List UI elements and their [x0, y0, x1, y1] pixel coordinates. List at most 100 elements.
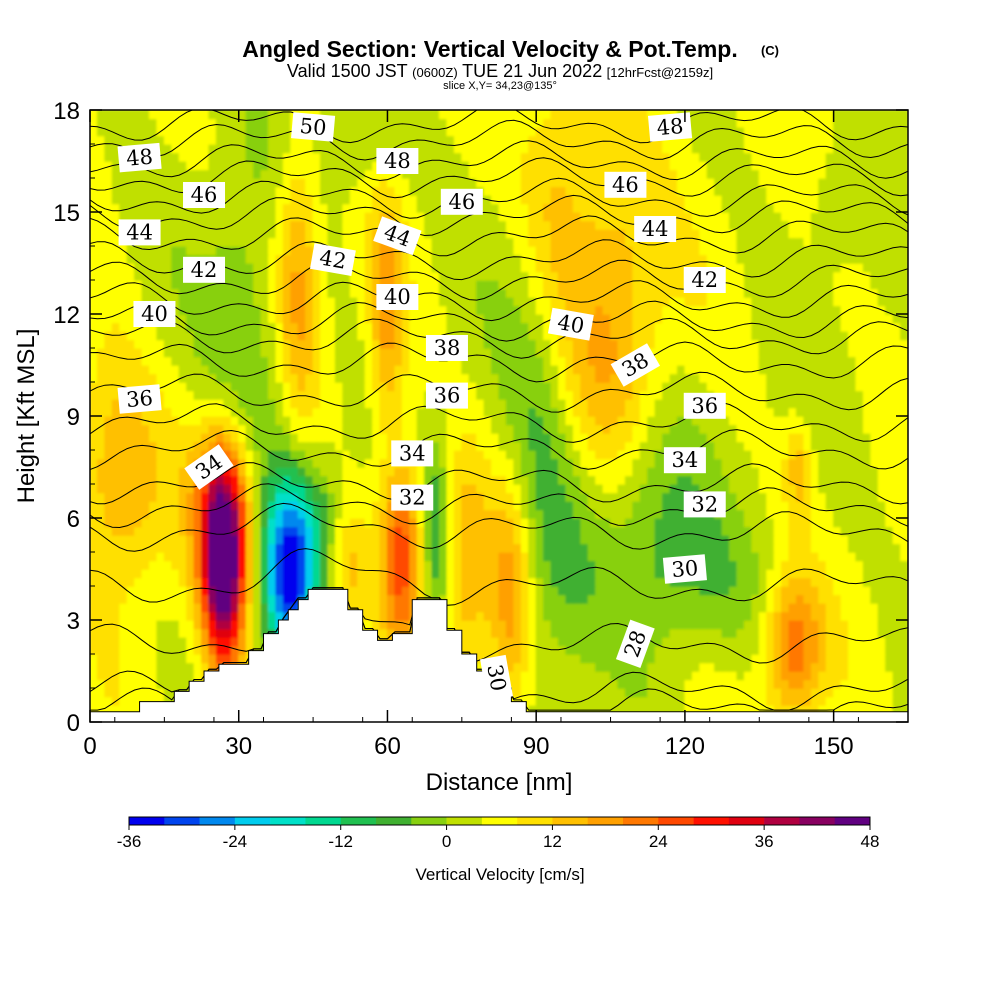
- velocity-cell: [610, 483, 619, 494]
- velocity-cell: [662, 670, 671, 681]
- velocity-cell: [654, 492, 664, 502]
- velocity-cell: [253, 441, 262, 451]
- velocity-cell: [238, 492, 247, 502]
- velocity-cell: [565, 407, 575, 417]
- velocity-cell: [253, 492, 262, 502]
- velocity-cell: [386, 551, 396, 562]
- velocity-cell: [104, 543, 114, 553]
- velocity-cell: [885, 526, 894, 536]
- velocity-cell: [818, 611, 827, 621]
- velocity-cell: [223, 534, 232, 545]
- velocity-cell: [156, 645, 166, 655]
- velocity-cell: [119, 424, 128, 434]
- velocity-cell: [535, 602, 545, 613]
- velocity-cell: [334, 381, 344, 392]
- velocity-cell: [119, 347, 128, 358]
- velocity-cell: [171, 594, 180, 604]
- velocity-cell: [855, 373, 865, 383]
- velocity-cell: [736, 645, 746, 655]
- velocity-cell: [684, 704, 694, 715]
- velocity-cell: [476, 449, 485, 460]
- velocity-cell: [662, 492, 671, 502]
- velocity-cell: [825, 594, 835, 604]
- velocity-cell: [617, 662, 627, 672]
- velocity-cell: [900, 483, 908, 494]
- velocity-cell: [141, 373, 151, 383]
- velocity-cell: [134, 662, 143, 672]
- velocity-cell: [565, 585, 575, 596]
- velocity-cell: [729, 670, 738, 681]
- velocity-cell: [706, 670, 716, 681]
- velocity-cell: [840, 611, 850, 621]
- velocity-cell: [260, 449, 270, 460]
- velocity-cell: [201, 577, 210, 587]
- velocity-cell: [491, 628, 500, 638]
- velocity-cell: [171, 483, 180, 494]
- velocity-cell: [639, 662, 649, 672]
- velocity-cell: [900, 424, 908, 434]
- velocity-cell: [557, 492, 567, 502]
- velocity-cell: [297, 543, 307, 553]
- velocity-cell: [349, 602, 359, 613]
- velocity-cell: [290, 415, 299, 426]
- velocity-cell: [327, 449, 337, 460]
- velocity-cell: [848, 356, 857, 366]
- velocity-cell: [178, 364, 188, 375]
- velocity-cell: [885, 577, 894, 587]
- velocity-cell: [684, 381, 694, 392]
- velocity-cell: [260, 594, 270, 604]
- velocity-cell: [565, 534, 575, 545]
- velocity-cell: [825, 339, 835, 349]
- velocity-cell: [305, 347, 314, 358]
- velocity-cell: [156, 670, 166, 681]
- velocity-cell: [743, 373, 753, 383]
- velocity-cell: [193, 628, 203, 638]
- velocity-cell: [818, 687, 827, 698]
- velocity-cell: [624, 543, 634, 553]
- velocity-cell: [595, 483, 604, 494]
- velocity-cell: [491, 492, 500, 502]
- velocity-cell: [297, 492, 307, 502]
- velocity-cell: [676, 356, 686, 366]
- velocity-cell: [476, 662, 485, 672]
- velocity-cell: [119, 585, 128, 596]
- velocity-cell: [848, 339, 857, 349]
- velocity-cell: [186, 373, 195, 383]
- velocity-cell: [305, 364, 314, 375]
- velocity-cell: [684, 475, 694, 485]
- velocity-cell: [699, 347, 708, 358]
- velocity-cell: [781, 475, 790, 485]
- velocity-cell: [394, 517, 404, 528]
- velocity-cell: [327, 373, 337, 383]
- velocity-cell: [468, 475, 478, 485]
- velocity-cell: [163, 619, 173, 630]
- velocity-cell: [773, 645, 783, 655]
- velocity-cell: [96, 356, 106, 366]
- velocity-cell: [595, 577, 604, 587]
- velocity-cell: [215, 628, 225, 638]
- velocity-cell: [416, 407, 426, 417]
- velocity-cell: [483, 628, 493, 638]
- velocity-cell: [163, 611, 173, 621]
- velocity-cell: [431, 458, 441, 468]
- velocity-cell: [788, 509, 798, 519]
- velocity-cell: [714, 611, 723, 621]
- velocity-cell: [647, 441, 656, 451]
- velocity-cell: [505, 619, 515, 630]
- velocity-cell: [468, 551, 478, 562]
- velocity-cell: [572, 653, 582, 664]
- velocity-cell: [684, 339, 694, 349]
- velocity-cell: [595, 356, 604, 366]
- velocity-cell: [870, 441, 879, 451]
- velocity-cell: [848, 543, 857, 553]
- velocity-cell: [230, 560, 240, 570]
- velocity-cell: [758, 458, 768, 468]
- velocity-cell: [305, 339, 314, 349]
- velocity-cell: [416, 577, 426, 587]
- velocity-cell: [230, 551, 240, 562]
- velocity-cell: [751, 466, 760, 477]
- velocity-cell: [386, 568, 396, 579]
- velocity-cell: [900, 585, 908, 596]
- velocity-cell: [290, 449, 299, 460]
- velocity-cell: [900, 432, 908, 443]
